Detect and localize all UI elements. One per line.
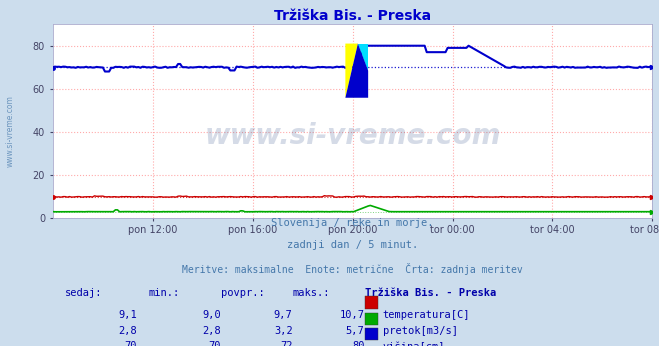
Polygon shape — [345, 44, 358, 98]
Text: 70: 70 — [124, 341, 136, 346]
Text: www.si-vreme.com: www.si-vreme.com — [204, 122, 501, 151]
Bar — [364, 312, 378, 325]
Text: 9,1: 9,1 — [118, 310, 136, 320]
Text: maks.:: maks.: — [293, 288, 330, 298]
Text: Meritve: maksimalne  Enote: metrične  Črta: zadnja meritev: Meritve: maksimalne Enote: metrične Črta… — [182, 263, 523, 275]
Text: Slovenija / reke in morje.: Slovenija / reke in morje. — [272, 218, 434, 228]
Text: 5,7: 5,7 — [346, 326, 364, 336]
Bar — [364, 297, 378, 309]
Title: Tržiška Bis. - Preska: Tržiška Bis. - Preska — [274, 9, 431, 23]
Text: Tržiška Bis. - Preska: Tržiška Bis. - Preska — [364, 288, 496, 298]
Bar — [364, 328, 378, 340]
Text: 9,7: 9,7 — [274, 310, 293, 320]
Text: pretok[m3/s]: pretok[m3/s] — [382, 326, 457, 336]
Text: višina[cm]: višina[cm] — [382, 341, 445, 346]
Text: zadnji dan / 5 minut.: zadnji dan / 5 minut. — [287, 240, 418, 250]
Text: min.:: min.: — [149, 288, 180, 298]
Text: 80: 80 — [352, 341, 364, 346]
Text: povpr.:: povpr.: — [221, 288, 264, 298]
Text: 9,0: 9,0 — [202, 310, 221, 320]
Polygon shape — [345, 44, 368, 98]
Text: www.si-vreme.com: www.si-vreme.com — [5, 95, 14, 167]
Text: 70: 70 — [208, 341, 221, 346]
Text: 2,8: 2,8 — [202, 326, 221, 336]
Text: 2,8: 2,8 — [118, 326, 136, 336]
Text: temperatura[C]: temperatura[C] — [382, 310, 470, 320]
Text: 72: 72 — [280, 341, 293, 346]
Text: sedaj:: sedaj: — [65, 288, 102, 298]
Text: 10,7: 10,7 — [339, 310, 364, 320]
Text: 3,2: 3,2 — [274, 326, 293, 336]
Polygon shape — [358, 44, 368, 71]
